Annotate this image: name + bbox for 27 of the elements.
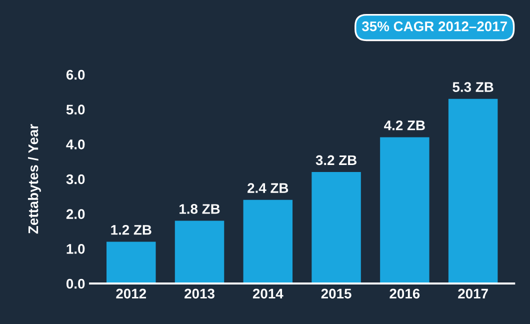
x-tick-label: 2017 (458, 288, 488, 299)
data-label: 3.2 ZB (316, 155, 357, 166)
x-tick-label: 2015 (321, 288, 352, 299)
data-label: 2.4 ZB (248, 183, 288, 193)
y-tick-label: 0.0 (66, 278, 85, 289)
x-tick-label: 2013 (184, 288, 214, 299)
bar (106, 242, 156, 284)
y-tick-label: 2.0 (66, 209, 85, 220)
y-tick-label: 4.0 (66, 140, 85, 150)
bar (448, 98, 498, 284)
bar (174, 220, 224, 284)
bar (380, 137, 430, 284)
x-tick-label: 2014 (252, 288, 284, 299)
bar (312, 172, 361, 284)
text: 35% CAGR 2012–2017 (362, 21, 507, 32)
y-tick-label: 1.0 (66, 244, 85, 254)
y-tick-label: 3.0 (66, 174, 85, 184)
data-label: 1.8 ZB (180, 204, 220, 214)
y-tick-label: 6.0 (66, 70, 85, 80)
data-label: 1.2 ZB (111, 224, 152, 235)
bar (243, 200, 293, 284)
data-label: 4.2 ZB (384, 120, 425, 130)
data-label: 5.3 ZB (452, 82, 494, 92)
y-tick-label: 5.0 (66, 104, 85, 115)
x-tick-label: 2016 (390, 288, 420, 299)
y-axis-title: Zettabytes / Year (28, 124, 41, 234)
x-tick-label: 2012 (116, 288, 146, 299)
